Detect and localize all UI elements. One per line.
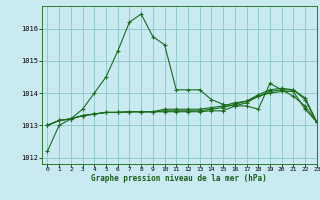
X-axis label: Graphe pression niveau de la mer (hPa): Graphe pression niveau de la mer (hPa)	[91, 174, 267, 183]
